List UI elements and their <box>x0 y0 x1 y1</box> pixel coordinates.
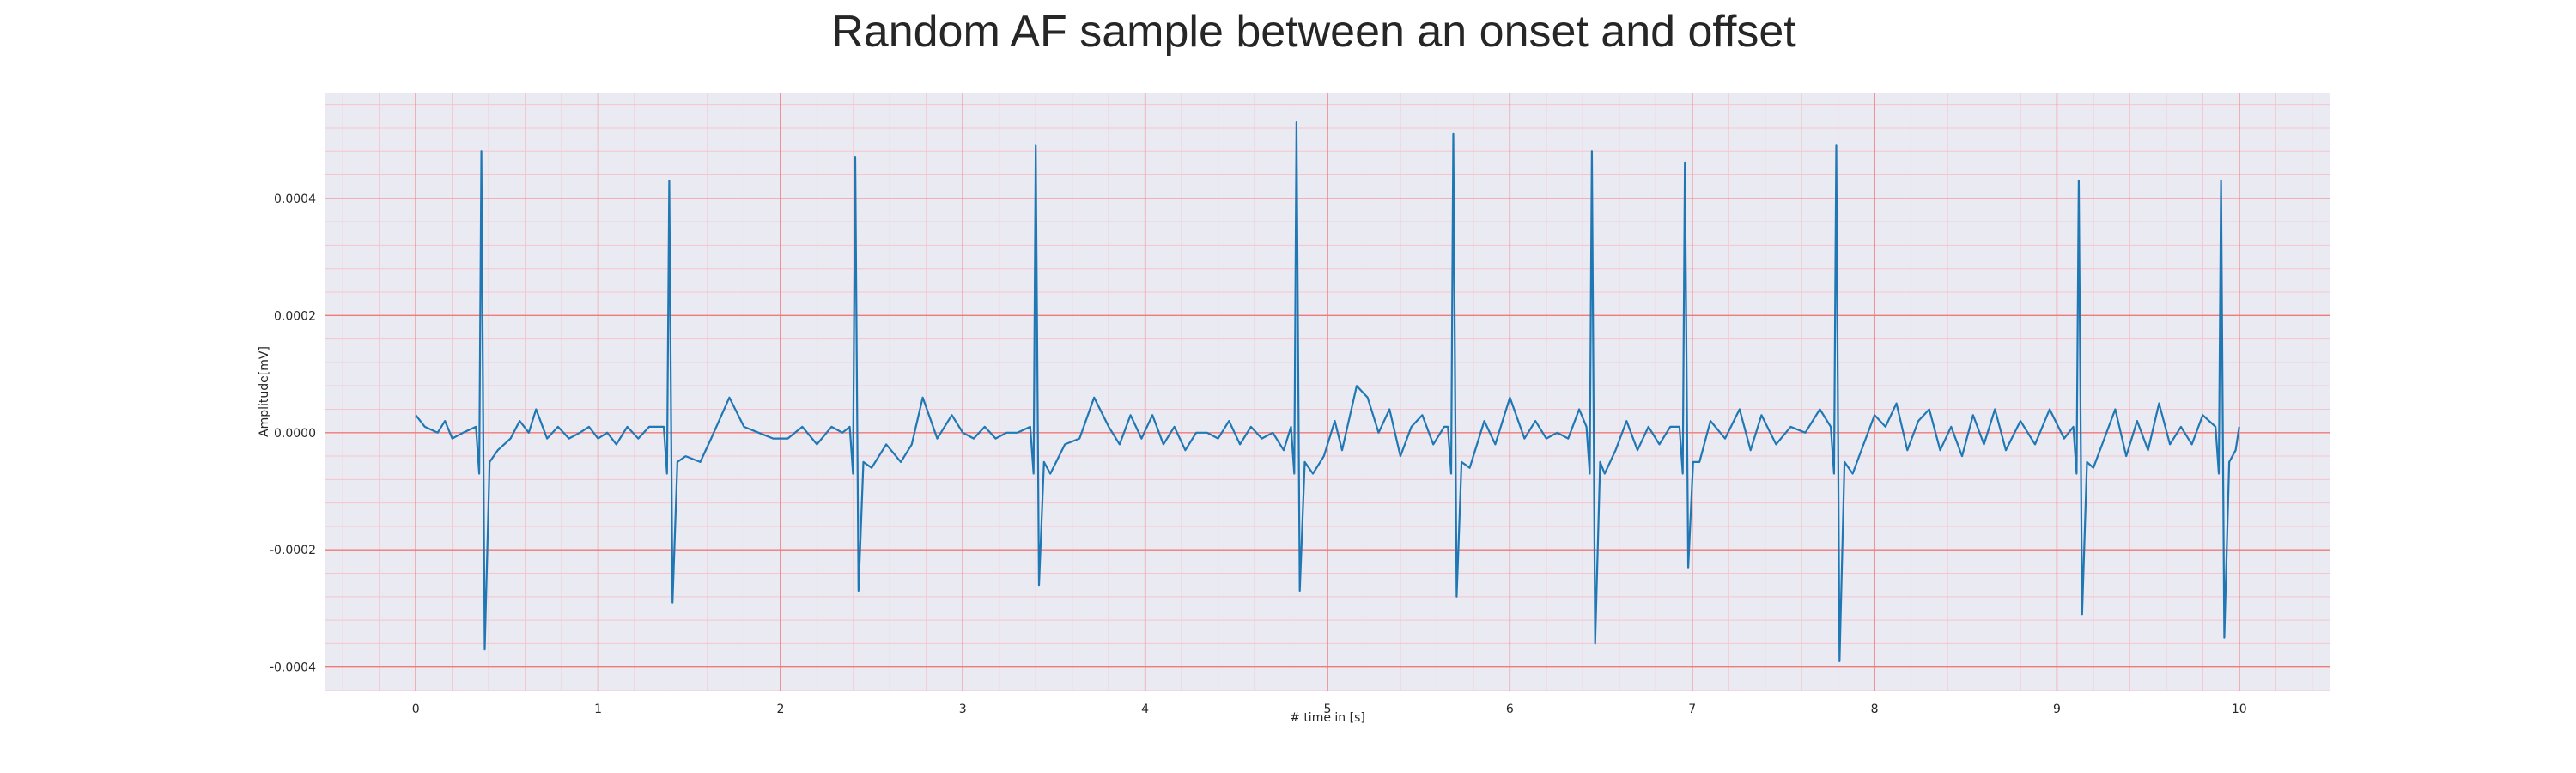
y-tick-label: 0.0000 <box>274 427 316 441</box>
y-tick-label: -0.0002 <box>270 544 316 557</box>
x-axis-label: # time in [s] <box>1290 711 1365 725</box>
y-tick-label: -0.0004 <box>270 661 316 675</box>
chart-title: Random AF sample between an onset and of… <box>831 7 1796 57</box>
x-tick-label: 3 <box>959 703 967 716</box>
x-tick-label: 4 <box>1141 703 1149 716</box>
signal-line <box>415 121 2240 662</box>
y-axis-label: Amplitude[mV] <box>258 346 271 437</box>
y-tick-label: 0.0004 <box>274 192 316 206</box>
x-tick-label: 0 <box>412 703 420 716</box>
x-tick-label: 6 <box>1506 703 1514 716</box>
x-tick-label: 10 <box>2232 703 2247 716</box>
major-grid <box>325 93 2330 691</box>
x-tick-label: 9 <box>2053 703 2061 716</box>
y-tick-label: 0.0002 <box>274 309 316 323</box>
y-tick-labels: -0.0004 -0.0002 0.0000 0.0002 0.0004 <box>270 192 316 675</box>
x-tick-label: 7 <box>1688 703 1696 716</box>
x-tick-labels: 0 1 2 3 4 5 6 7 8 9 10 <box>412 703 2247 716</box>
x-tick-label: 8 <box>1871 703 1879 716</box>
x-tick-label: 5 <box>1324 703 1332 716</box>
x-tick-label: 2 <box>776 703 784 716</box>
x-tick-label: 1 <box>594 703 602 716</box>
